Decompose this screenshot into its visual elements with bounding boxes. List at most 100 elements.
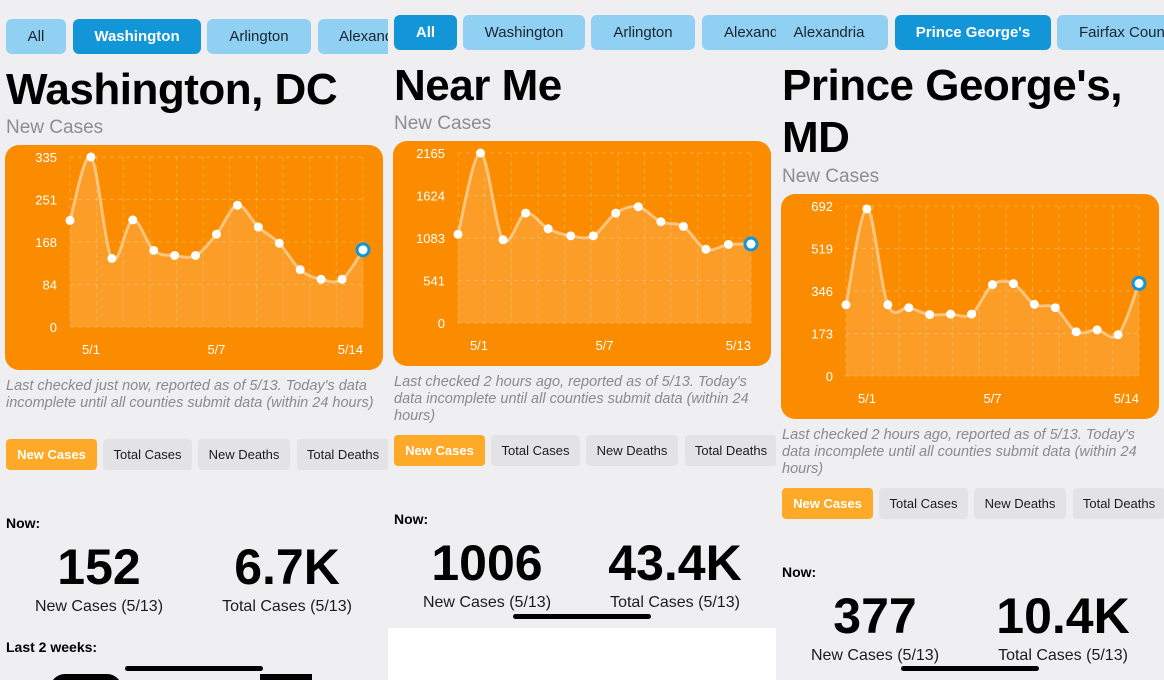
- data-point: [904, 303, 914, 313]
- tab-washington[interactable]: Washington: [463, 15, 585, 50]
- cases-chart-svg: 2165 1624 1083 541 0 5/1 5/7 5/13: [416, 146, 759, 353]
- data-point: [521, 208, 531, 218]
- x-tick-label: 5/1: [470, 338, 488, 353]
- data-point: [883, 300, 893, 310]
- data-point: [498, 235, 508, 245]
- seg-new-deaths[interactable]: New Deaths: [198, 439, 290, 470]
- x-tick-label: 5/1: [858, 391, 876, 406]
- cases-chart-svg: 335 251 168 84 0 5/1 5/7 5/14: [35, 150, 371, 357]
- y-tick-label: 346: [811, 284, 833, 299]
- data-point: [701, 244, 711, 254]
- tab-alexandria[interactable]: Alexandria: [318, 19, 388, 54]
- tab-prince-georges[interactable]: Prince George's: [895, 15, 1051, 50]
- seg-new-deaths[interactable]: New Deaths: [974, 488, 1066, 519]
- data-point: [862, 204, 872, 214]
- total-cases-value: 10.4K: [996, 588, 1130, 644]
- seg-total-cases[interactable]: Total Cases: [879, 488, 968, 519]
- home-indicator[interactable]: [125, 666, 263, 671]
- y-tick-label: 541: [423, 274, 445, 289]
- chart-subtitle: New Cases: [782, 166, 880, 187]
- seg-new-deaths[interactable]: New Deaths: [586, 435, 678, 466]
- last-two-weeks-label: Last 2 weeks:: [6, 639, 98, 655]
- blank-area: [388, 628, 776, 680]
- y-tick-label: 0: [438, 316, 445, 331]
- y-tick-label: 1083: [416, 231, 445, 246]
- data-point: [1071, 327, 1081, 337]
- tab-washington[interactable]: Washington: [73, 19, 201, 54]
- seg-total-cases[interactable]: Total Cases: [103, 439, 192, 470]
- tab-fairfax-county[interactable]: Fairfax County: [1057, 15, 1164, 50]
- seg-total-deaths[interactable]: Total Deaths: [297, 439, 388, 470]
- data-point: [967, 309, 977, 319]
- region-tabs: All Washington Arlington Alexandria: [388, 15, 776, 55]
- new-cases-value: 1006: [431, 535, 543, 591]
- chart-subtitle: New Cases: [394, 113, 492, 134]
- seg-new-cases[interactable]: New Cases: [6, 439, 97, 470]
- data-point: [453, 229, 463, 239]
- data-point: [1050, 303, 1060, 313]
- chart-subtitle: New Cases: [6, 117, 104, 138]
- x-tick-label: 5/14: [338, 342, 363, 357]
- seg-total-deaths[interactable]: Total Deaths: [685, 435, 776, 466]
- y-tick-label: 168: [35, 235, 57, 250]
- data-point: [1029, 299, 1039, 309]
- area-fill: [458, 152, 751, 323]
- tab-all[interactable]: All: [394, 15, 457, 50]
- seg-total-cases[interactable]: Total Cases: [491, 435, 580, 466]
- data-point: [723, 239, 733, 249]
- panel-washington: All Washington Arlington Alexandria Wash…: [0, 0, 388, 680]
- data-point: [611, 208, 621, 218]
- page-title-line-1: Prince George's,: [782, 61, 1122, 110]
- data-note: Last checked 2 hours ago, reported as of…: [782, 427, 1137, 477]
- x-tick-label: 5/1: [82, 342, 100, 357]
- y-tick-label: 251: [35, 193, 57, 208]
- data-point: [170, 250, 180, 260]
- x-tick-label: 5/7: [595, 338, 613, 353]
- region-tabs: All Washington Arlington Alexandria: [0, 19, 388, 59]
- seg-new-cases[interactable]: New Cases: [394, 435, 485, 466]
- tab-all[interactable]: All: [6, 19, 66, 54]
- y-tick-label: 0: [50, 320, 57, 335]
- x-tick-label: 5/7: [207, 342, 225, 357]
- data-point: [128, 215, 138, 225]
- data-note: Last checked 2 hours ago, reported as of…: [394, 374, 749, 424]
- total-cases-label: Total Cases (5/13): [998, 647, 1128, 664]
- cases-chart: 692 519 346 173 0 5/1 5/7 5/14: [781, 194, 1159, 419]
- y-tick-label: 519: [811, 242, 833, 257]
- total-cases-value: 43.4K: [608, 535, 742, 591]
- cases-chart: 335 251 168 84 0 5/1 5/7 5/14: [5, 145, 383, 370]
- data-note: Last checked just now, reported as of 5/…: [6, 378, 374, 411]
- data-point: [841, 300, 851, 310]
- home-indicator[interactable]: [901, 666, 1039, 671]
- new-cases-label: New Cases (5/13): [34, 598, 164, 615]
- data-point: [925, 310, 935, 320]
- y-tick-label: 2165: [416, 146, 445, 161]
- next-values-cutoff: [50, 674, 350, 680]
- home-indicator[interactable]: [513, 614, 651, 619]
- page-title: Washington, DC: [6, 65, 338, 114]
- new-cases-value: 377: [833, 588, 917, 644]
- data-point: [678, 221, 688, 231]
- cases-chart-svg: 692 519 346 173 0 5/1 5/7 5/14: [811, 199, 1147, 406]
- seg-new-cases[interactable]: New Cases: [782, 488, 873, 519]
- tab-arlington[interactable]: Arlington: [591, 15, 695, 50]
- new-cases-value: 152: [57, 539, 141, 595]
- data-point: [946, 309, 956, 319]
- data-point: [316, 274, 326, 284]
- cases-chart: 2165 1624 1083 541 0 5/1 5/7 5/13: [393, 141, 771, 366]
- data-point: [633, 202, 643, 212]
- now-label: Now:: [6, 515, 41, 531]
- seg-total-deaths[interactable]: Total Deaths: [1073, 488, 1164, 519]
- tab-alexandria[interactable]: Alexandria: [776, 15, 888, 50]
- data-point: [1113, 330, 1123, 340]
- panel-near-me: All Washington Arlington Alexandria Near…: [388, 0, 776, 680]
- data-point: [656, 217, 666, 227]
- data-point: [1008, 279, 1018, 289]
- x-tick-label: 5/7: [983, 391, 1001, 406]
- tab-alexandria[interactable]: Alexandria: [702, 15, 776, 50]
- y-tick-label: 1624: [416, 189, 445, 204]
- tab-arlington[interactable]: Arlington: [207, 19, 311, 54]
- new-cases-label: New Cases (5/13): [422, 594, 552, 611]
- y-tick-label: 84: [43, 278, 57, 293]
- y-tick-label: 173: [811, 327, 833, 342]
